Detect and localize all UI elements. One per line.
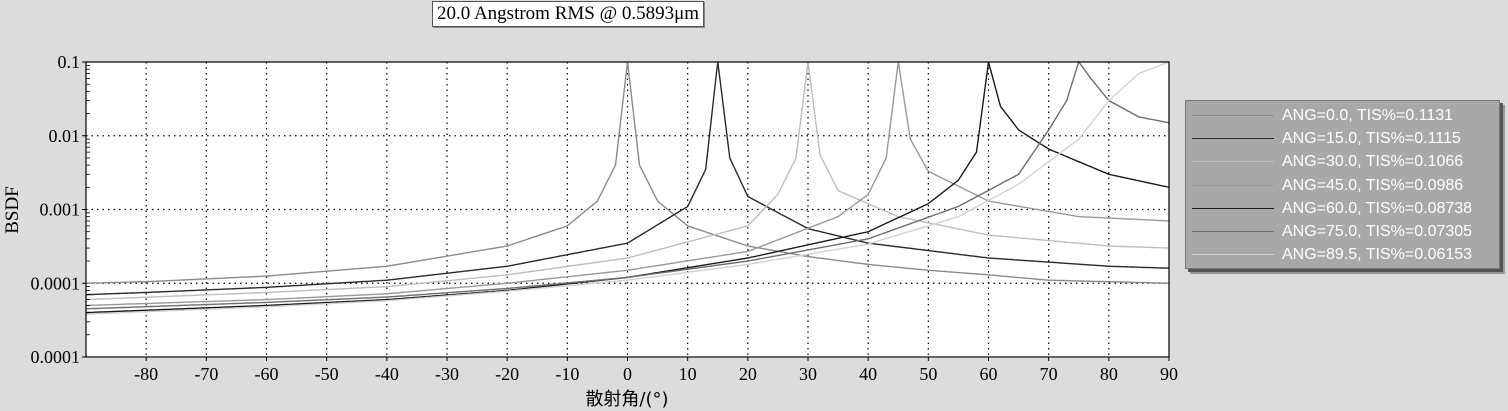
x-tick-label: 20 xyxy=(739,364,757,384)
legend-swatch xyxy=(1192,231,1274,232)
legend-label: ANG=45.0, TIS%=0.0986 xyxy=(1282,176,1464,194)
legend-item: ANG=89.5, TIS%=0.06153 xyxy=(1186,243,1499,266)
plot-frame xyxy=(85,61,1170,358)
series-line-6 xyxy=(86,61,1170,315)
legend-item: ANG=0.0, TIS%=0.1131 xyxy=(1186,104,1499,127)
x-tick-label: -10 xyxy=(555,364,579,384)
legend-item: ANG=30.0, TIS%=0.1066 xyxy=(1186,150,1499,173)
legend-swatch xyxy=(1192,207,1274,209)
y-tick-label: 0.001 xyxy=(40,200,81,220)
series-line-2 xyxy=(86,61,1170,301)
legend-label: ANG=30.0, TIS%=0.1066 xyxy=(1282,153,1464,171)
grid xyxy=(86,62,1169,357)
legend-label: ANG=15.0, TIS%=0.1115 xyxy=(1282,130,1461,148)
y-tick-label: 0.0001 xyxy=(31,273,81,293)
x-tick-label: -30 xyxy=(435,364,459,384)
legend-swatch xyxy=(1192,115,1274,116)
x-tick-label: -80 xyxy=(134,364,158,384)
legend-item: ANG=60.0, TIS%=0.08738 xyxy=(1186,197,1499,220)
x-tick-label: -70 xyxy=(194,364,218,384)
legend-swatch xyxy=(1192,161,1274,163)
legend-swatch xyxy=(1192,254,1274,256)
x-tick-label: 30 xyxy=(799,364,817,384)
x-tick-label: -40 xyxy=(375,364,399,384)
legend-swatch xyxy=(1192,138,1274,140)
y-tick-label: 0.0001 xyxy=(31,347,81,367)
legend-item: ANG=45.0, TIS%=0.0986 xyxy=(1186,174,1499,197)
x-tick-label: 60 xyxy=(980,364,998,384)
x-tick-label: 40 xyxy=(859,364,877,384)
x-tick-label: -20 xyxy=(495,364,519,384)
x-tick-label: -60 xyxy=(255,364,279,384)
y-tick-label: 0.1 xyxy=(58,52,81,72)
chart-title: 20.0 Angstrom RMS @ 0.5893μm xyxy=(432,1,705,27)
x-tick-label: 50 xyxy=(919,364,937,384)
legend-label: ANG=89.5, TIS%=0.06153 xyxy=(1282,246,1473,264)
x-tick-label: 80 xyxy=(1100,364,1118,384)
y-tick-label: 0.01 xyxy=(49,126,81,146)
x-tick-label: 0 xyxy=(623,364,632,384)
x-axis-label: 散射角/(°) xyxy=(585,389,668,410)
x-tick-label: 10 xyxy=(679,364,697,384)
series-line-1 xyxy=(85,61,1170,296)
legend-swatch xyxy=(1192,184,1274,186)
axes: -80 -70 -60 -50 -40 -30 -20 -10 0 10 20 30 40 50 60 70 8… xyxy=(31,52,1179,384)
series-line-5 xyxy=(86,60,1170,310)
legend-label: ANG=75.0, TIS%=0.07305 xyxy=(1282,223,1473,240)
x-tick-label: 90 xyxy=(1160,364,1178,384)
legend: ANG=0.0, TIS%=0.1131 ANG=15.0, TIS%=0.111… xyxy=(1185,100,1500,269)
legend-label: ANG=60.0, TIS%=0.08738 xyxy=(1282,199,1473,217)
legend-item: ANG=75.0, TIS%=0.07305 xyxy=(1186,220,1499,243)
x-tick-label: -50 xyxy=(315,364,339,384)
legend-item: ANG=15.0, TIS%=0.1115 xyxy=(1186,127,1499,150)
y-axis-label: BSDF xyxy=(2,186,23,234)
legend-label: ANG=0.0, TIS%=0.1131 xyxy=(1282,107,1454,124)
x-tick-label: 70 xyxy=(1040,364,1058,384)
